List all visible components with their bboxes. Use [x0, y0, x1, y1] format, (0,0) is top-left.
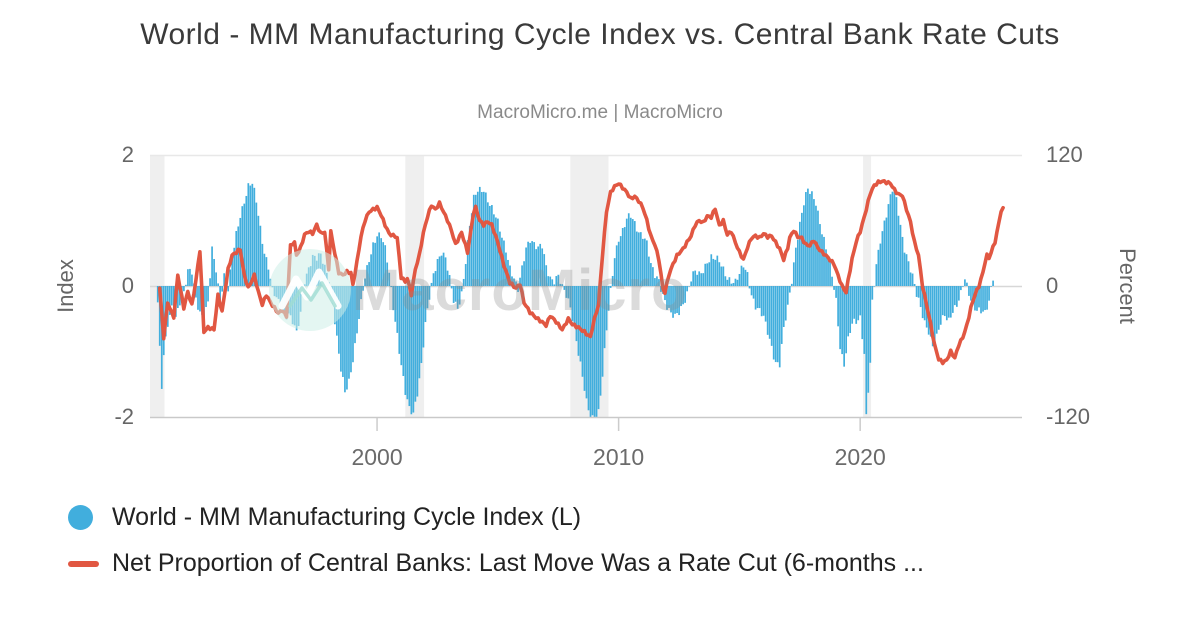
legend-label: Net Proportion of Central Banks: Last Mo… — [112, 549, 924, 577]
x-axis-tick-label: 2020 — [834, 444, 886, 470]
right-axis-tick-label: 120 — [1046, 142, 1083, 167]
left-axis-tick-label: 2 — [121, 142, 134, 167]
x-axis-tick-label: 2010 — [593, 444, 645, 470]
right-axis-tick-label: -120 — [1046, 404, 1091, 429]
watermark-text: MacroMicro — [352, 258, 688, 323]
page-title: World - MM Manufacturing Cycle Index vs.… — [140, 18, 1060, 51]
watermark: MacroMicro — [269, 249, 688, 331]
chart-subtitle: MacroMicro.me | MacroMicro — [477, 102, 723, 123]
legend-item-rate-cuts[interactable]: Net Proportion of Central Banks: Last Mo… — [68, 549, 924, 578]
line-series-marker-icon — [68, 560, 99, 567]
right-axis-tick-label: 0 — [1046, 273, 1059, 298]
legend-item-cycle-index[interactable]: World - MM Manufacturing Cycle Index (L) — [68, 503, 924, 532]
legend: World - MM Manufacturing Cycle Index (L)… — [68, 503, 924, 595]
x-axis-tick-label: 2000 — [351, 444, 403, 470]
legend-label: World - MM Manufacturing Cycle Index (L) — [112, 503, 582, 531]
left-axis-tick-label: -2 — [114, 404, 134, 429]
bar-series-marker-icon — [68, 505, 93, 530]
left-axis-tick-label: 0 — [121, 273, 134, 298]
mountain-glyph-accent — [288, 281, 337, 308]
right-axis-title: Percent — [1115, 248, 1140, 324]
left-axis-title: Index — [53, 259, 78, 313]
line-series — [157, 179, 1005, 366]
